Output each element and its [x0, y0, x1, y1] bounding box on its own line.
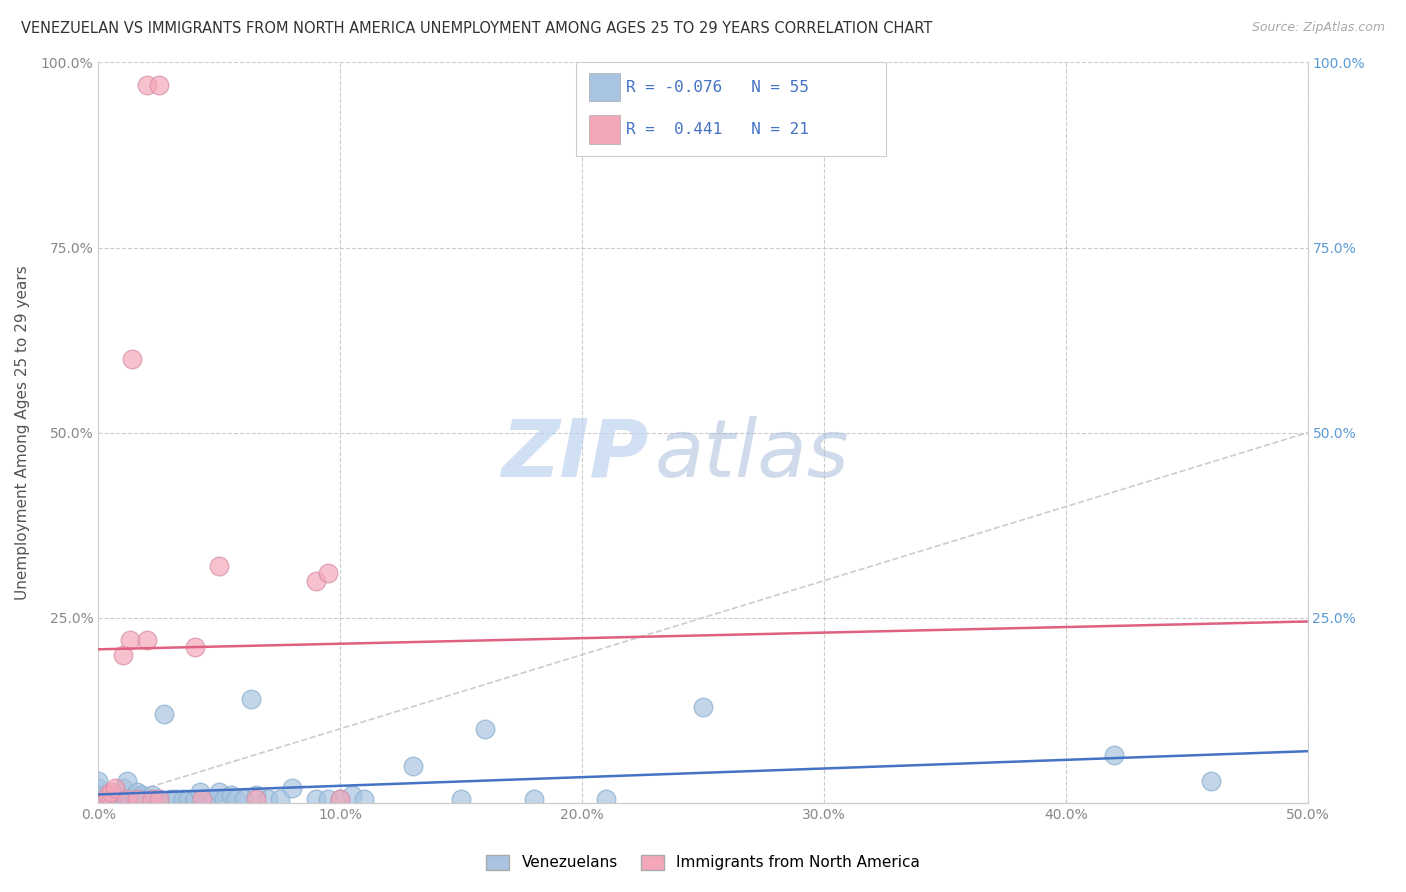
Point	[143, 792, 166, 806]
Point	[256, 792, 278, 806]
Point	[111, 780, 134, 795]
Point	[212, 792, 235, 806]
Point	[329, 792, 352, 806]
Text: R =  0.441   N = 21: R = 0.441 N = 21	[626, 122, 808, 137]
Point	[97, 789, 120, 803]
Point	[172, 792, 194, 806]
Point	[239, 692, 262, 706]
Point	[177, 792, 200, 806]
Point	[221, 789, 243, 803]
Point	[402, 758, 425, 772]
Point	[474, 722, 496, 736]
Point	[135, 792, 157, 806]
Point	[87, 773, 110, 788]
Point	[245, 792, 267, 806]
Point	[111, 792, 134, 806]
Point	[141, 792, 163, 806]
Point	[225, 792, 247, 806]
Point	[124, 789, 146, 803]
Point	[141, 789, 163, 803]
Point	[305, 792, 328, 806]
Point	[160, 792, 183, 806]
Point	[208, 785, 231, 799]
Point	[329, 792, 352, 806]
Point	[111, 648, 134, 662]
Point	[148, 792, 170, 806]
Point	[118, 632, 141, 647]
Point	[191, 792, 214, 806]
Text: Source: ZipAtlas.com: Source: ZipAtlas.com	[1251, 21, 1385, 34]
Point	[165, 792, 187, 806]
Point	[450, 792, 472, 806]
Point	[1102, 747, 1125, 762]
Point	[342, 789, 364, 803]
Point	[305, 574, 328, 588]
Point	[148, 78, 170, 92]
Point	[121, 351, 143, 366]
Text: R = -0.076   N = 55: R = -0.076 N = 55	[626, 79, 808, 95]
Point	[94, 792, 117, 806]
Point	[100, 789, 122, 803]
Point	[87, 780, 110, 795]
Point	[316, 566, 339, 581]
Point	[100, 785, 122, 799]
Point	[91, 789, 114, 803]
Point	[208, 558, 231, 573]
Point	[87, 789, 110, 803]
Point	[269, 792, 291, 806]
Point	[117, 773, 139, 788]
Point	[127, 792, 149, 806]
Point	[316, 792, 339, 806]
Point	[353, 792, 375, 806]
Point	[104, 780, 127, 795]
Point	[595, 792, 617, 806]
Point	[184, 640, 207, 655]
Point	[135, 78, 157, 92]
Point	[523, 792, 546, 806]
Point	[127, 785, 149, 799]
Point	[108, 792, 131, 806]
Point	[124, 792, 146, 806]
Point	[184, 792, 207, 806]
Point	[107, 789, 129, 803]
Point	[131, 789, 153, 803]
Y-axis label: Unemployment Among Ages 25 to 29 years: Unemployment Among Ages 25 to 29 years	[15, 265, 30, 600]
Point	[188, 785, 211, 799]
Text: VENEZUELAN VS IMMIGRANTS FROM NORTH AMERICA UNEMPLOYMENT AMONG AGES 25 TO 29 YEA: VENEZUELAN VS IMMIGRANTS FROM NORTH AMER…	[21, 21, 932, 36]
Point	[118, 792, 141, 806]
Point	[152, 706, 174, 721]
Point	[692, 699, 714, 714]
Point	[195, 792, 218, 806]
Point	[104, 792, 127, 806]
Point	[117, 792, 139, 806]
Point	[94, 792, 117, 806]
Point	[148, 792, 170, 806]
Legend: Venezuelans, Immigrants from North America: Venezuelans, Immigrants from North Ameri…	[481, 848, 925, 877]
Text: atlas: atlas	[655, 416, 849, 494]
Point	[281, 780, 304, 795]
Point	[201, 792, 224, 806]
Point	[1199, 773, 1222, 788]
Point	[245, 789, 267, 803]
Point	[100, 792, 122, 806]
Text: ZIP: ZIP	[501, 416, 648, 494]
Point	[135, 632, 157, 647]
Point	[128, 792, 150, 806]
Point	[232, 792, 254, 806]
